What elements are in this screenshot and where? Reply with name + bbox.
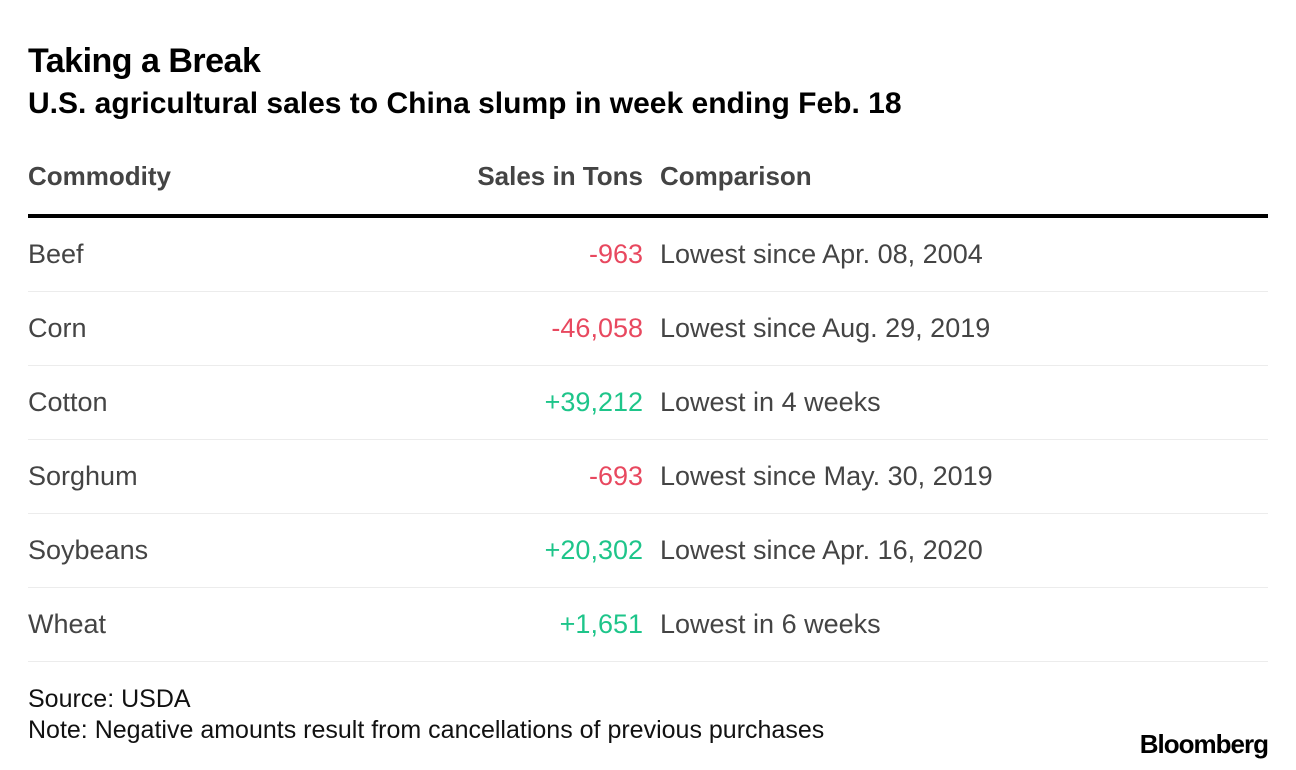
commodity-cell: Corn xyxy=(28,313,87,343)
comparison-cell: Lowest since Aug. 29, 2019 xyxy=(660,313,991,343)
sales-cell: +39,212 xyxy=(544,387,643,417)
column-header-sales: Sales in Tons xyxy=(477,161,643,191)
bloomberg-logo: Bloomberg xyxy=(1139,729,1269,759)
sales-cell: -963 xyxy=(588,239,643,269)
table-row: Cotton +39,212 Lowest in 4 weeks xyxy=(28,366,1268,440)
chart-title: Taking a Break xyxy=(28,42,261,80)
table-row: Wheat +1,651 Lowest in 6 weeks xyxy=(28,588,1268,662)
sales-cell: -693 xyxy=(588,461,643,491)
comparison-cell: Lowest since Apr. 16, 2020 xyxy=(660,535,983,565)
commodity-cell: Soybeans xyxy=(28,535,149,565)
table-row: Soybeans +20,302 Lowest since Apr. 16, 202… xyxy=(28,514,1268,588)
table-row: Sorghum -693 Lowest since May. 30, 2019 xyxy=(28,440,1268,514)
sales-cell: +20,302 xyxy=(544,535,643,565)
commodity-cell: Sorghum xyxy=(28,461,138,491)
table-header: Commodity Sales in Tons Comparison xyxy=(28,152,1268,218)
column-header-commodity: Commodity xyxy=(28,161,171,191)
sales-cell: -46,058 xyxy=(551,313,643,343)
source-note: Source: USDA xyxy=(28,685,191,713)
commodity-cell: Beef xyxy=(28,239,84,269)
column-header-comparison: Comparison xyxy=(660,161,812,191)
commodity-cell: Cotton xyxy=(28,387,108,417)
table-body: Beef -963 Lowest since Apr. 08, 2004 Corn -4… xyxy=(28,218,1268,662)
sales-cell: +1,651 xyxy=(559,609,643,639)
sales-table: Commodity Sales in Tons Comparison Beef -… xyxy=(28,152,1268,662)
table-row: Corn -46,058 Lowest since Aug. 29, 2019 xyxy=(28,292,1268,366)
footnote: Note: Negative amounts result from cance… xyxy=(28,716,825,744)
chart-subtitle: U.S. agricultural sales to China slump i… xyxy=(28,87,902,120)
table-row: Beef -963 Lowest since Apr. 08, 2004 xyxy=(28,218,1268,292)
comparison-cell: Lowest in 6 weeks xyxy=(660,609,881,639)
comparison-cell: Lowest since May. 30, 2019 xyxy=(660,461,993,491)
commodity-cell: Wheat xyxy=(28,609,107,639)
comparison-cell: Lowest since Apr. 08, 2004 xyxy=(660,239,983,269)
comparison-cell: Lowest in 4 weeks xyxy=(660,387,881,417)
